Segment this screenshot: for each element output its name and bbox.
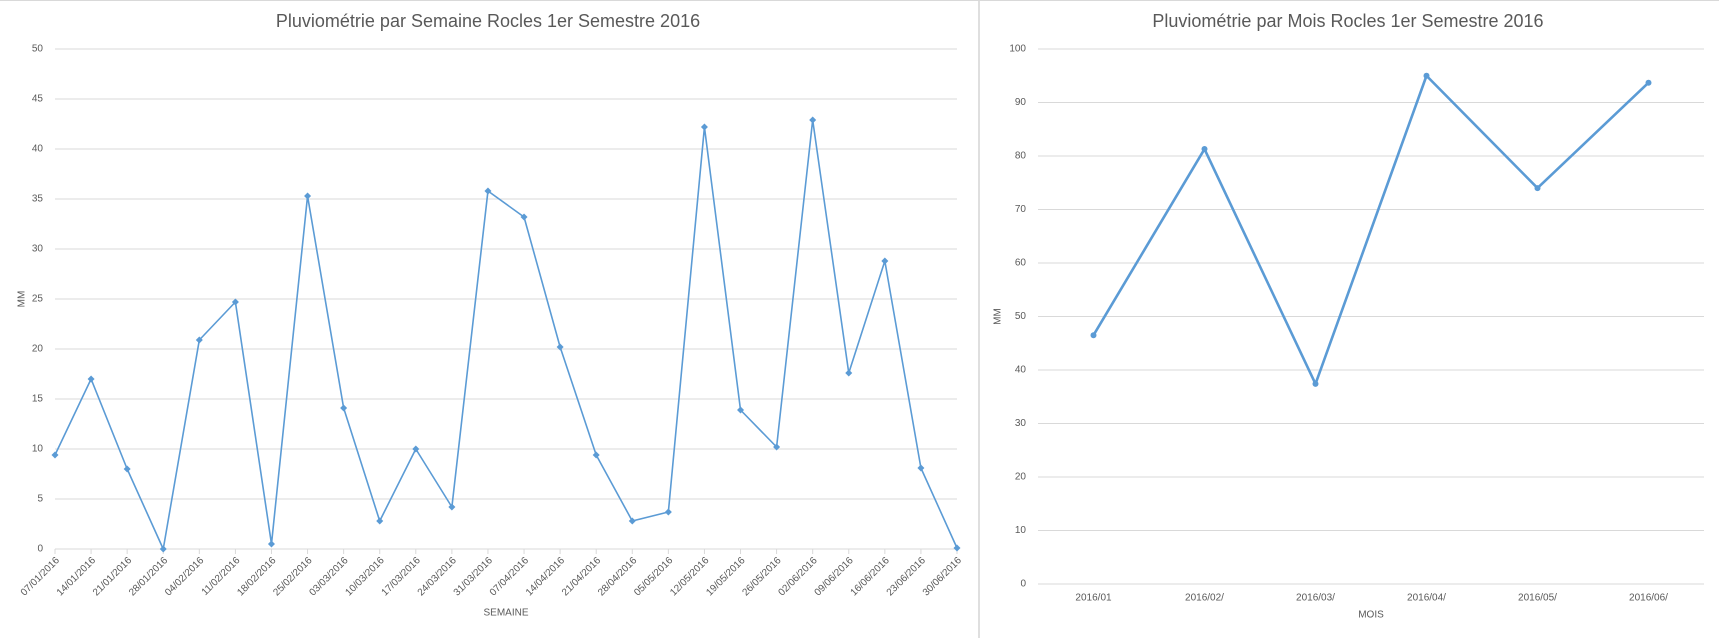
data-point xyxy=(448,503,456,511)
data-point xyxy=(881,257,889,265)
data-point xyxy=(1312,380,1319,387)
data-point xyxy=(159,545,167,553)
data-point xyxy=(520,213,528,221)
data-point xyxy=(1423,72,1430,79)
y-tick-label: 90 xyxy=(1015,97,1027,108)
data-point xyxy=(592,451,600,459)
data-point xyxy=(412,445,420,453)
y-tick-label: 80 xyxy=(1015,151,1027,162)
y-tick-label: 5 xyxy=(37,494,43,505)
x-tick-label: 2016/06/ xyxy=(1629,593,1668,604)
y-tick-label: 30 xyxy=(32,244,44,255)
y-tick-label: 40 xyxy=(1015,365,1027,376)
data-line xyxy=(54,119,958,550)
y-tick-label: 50 xyxy=(1015,311,1027,322)
y-axis-label: MM xyxy=(993,308,1004,325)
chart-title: Pluviométrie par Mois Rocles 1er Semestr… xyxy=(1152,11,1543,31)
x-tick-label: 2016/01 xyxy=(1075,593,1112,604)
data-point xyxy=(1645,79,1652,86)
y-tick-label: 20 xyxy=(1015,472,1027,483)
y-tick-label: 40 xyxy=(32,144,44,155)
data-point xyxy=(845,369,853,377)
data-point xyxy=(304,192,312,200)
data-point xyxy=(231,298,239,306)
y-tick-label: 10 xyxy=(32,444,44,455)
y-tick-label: 0 xyxy=(1020,579,1026,590)
x-axis-label: SEMAINE xyxy=(483,608,528,619)
y-tick-label: 30 xyxy=(1015,418,1027,429)
data-point xyxy=(484,187,492,195)
data-point xyxy=(1090,332,1097,339)
data-point xyxy=(267,540,275,548)
data-point xyxy=(773,443,781,451)
data-point xyxy=(1534,185,1541,192)
y-tick-label: 45 xyxy=(32,94,44,105)
data-point xyxy=(953,544,961,552)
y-tick-label: 25 xyxy=(32,294,44,305)
x-axis-label: MOIS xyxy=(1358,610,1384,621)
data-point xyxy=(737,406,745,414)
y-axis-label: MM xyxy=(17,291,28,308)
y-tick-label: 0 xyxy=(37,544,43,555)
y-tick-label: 15 xyxy=(32,394,44,405)
y-tick-label: 70 xyxy=(1015,204,1027,215)
x-tick-label: 2016/04/ xyxy=(1407,593,1446,604)
data-point xyxy=(628,517,636,525)
y-tick-label: 35 xyxy=(32,194,44,205)
data-line xyxy=(1092,74,1650,386)
data-point xyxy=(700,123,708,131)
data-point xyxy=(51,451,59,459)
data-point xyxy=(87,375,95,383)
data-point xyxy=(556,343,564,351)
x-tick-label: 2016/05/ xyxy=(1518,593,1557,604)
data-point xyxy=(376,517,384,525)
y-tick-label: 50 xyxy=(32,44,44,55)
data-point xyxy=(123,465,131,473)
chart-title: Pluviométrie par Semaine Rocles 1er Seme… xyxy=(276,11,700,31)
x-tick-label: 2016/03/ xyxy=(1296,593,1335,604)
y-tick-label: 60 xyxy=(1015,258,1027,269)
y-tick-label: 10 xyxy=(1015,525,1027,536)
y-tick-label: 20 xyxy=(32,344,44,355)
data-point xyxy=(1201,146,1208,153)
data-point xyxy=(664,508,672,516)
x-tick-label: 2016/02/ xyxy=(1185,593,1224,604)
data-point xyxy=(917,464,925,472)
data-point xyxy=(195,336,203,344)
y-tick-label: 100 xyxy=(1009,44,1026,55)
data-point xyxy=(340,404,348,412)
data-point xyxy=(809,116,817,124)
